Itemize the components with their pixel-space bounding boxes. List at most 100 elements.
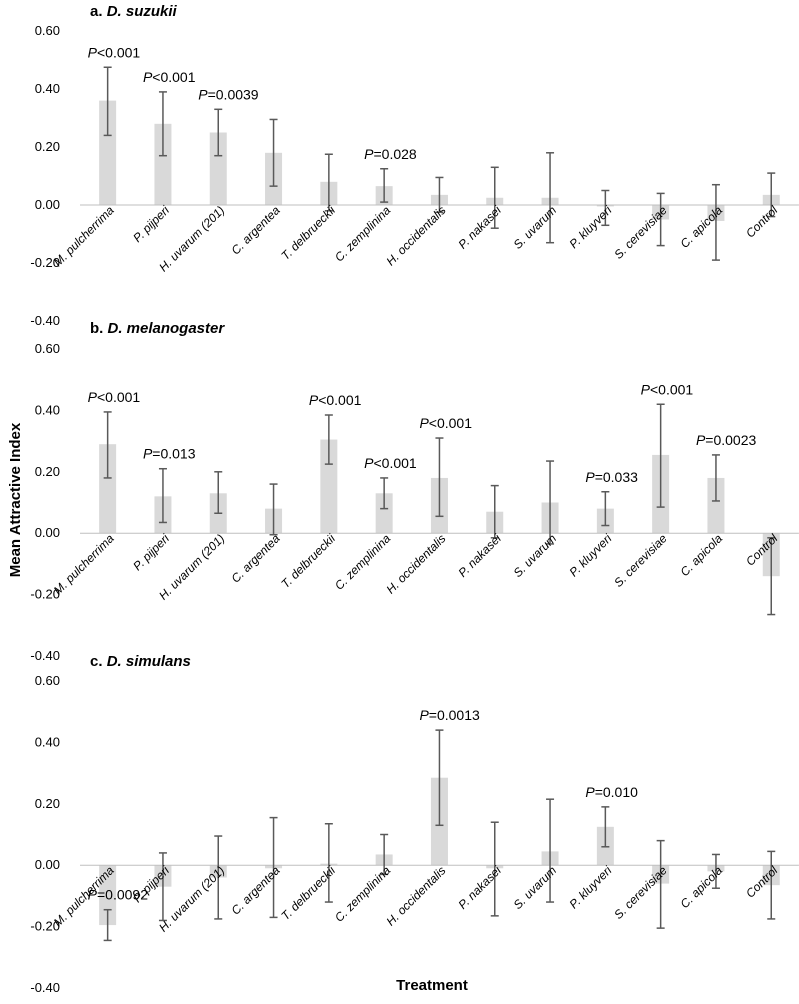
- bar-6: [375, 493, 393, 534]
- y-tick-label: -0.40: [30, 980, 60, 995]
- y-tick-label: -0.20: [30, 255, 60, 270]
- category-label: C. zemplinina: [332, 203, 394, 265]
- p-value-annotation: P<0.001: [641, 381, 694, 397]
- error-bar-7: [435, 176, 444, 213]
- error-bar-9: [546, 798, 555, 903]
- y-tick-label: 0.00: [35, 525, 60, 540]
- p-symbol: P: [198, 86, 208, 102]
- p-symbol: P: [88, 44, 98, 60]
- error-bar-4: [269, 483, 278, 536]
- p-value-annotation: P=0.0039: [198, 86, 259, 102]
- y-tick-label: 0.20: [35, 796, 60, 811]
- error-bar-2: [158, 91, 167, 157]
- category-label: C. zemplinina: [332, 863, 394, 925]
- category-label: P. kluyveri: [567, 531, 615, 579]
- error-bar-12: [711, 183, 720, 261]
- category-label: C. argentea: [228, 531, 282, 585]
- category-label: M. pulcherrima: [51, 531, 117, 597]
- error-bar-3: [214, 835, 223, 920]
- x-axis-title: Treatment: [396, 977, 468, 994]
- category-label: T. delbrueckii: [278, 203, 338, 263]
- p-value-annotation: P=0.013: [143, 446, 196, 462]
- bar-1: [99, 865, 117, 926]
- category-label: C. apicola: [677, 203, 725, 251]
- panel-b: b. D. melanogaster 0.60 0.40 0.20 0.00 -0.20 -…: [30, 320, 799, 663]
- y-tick-label: 0.00: [35, 197, 60, 212]
- y-tick-label: 0.60: [35, 23, 60, 38]
- category-label: P. kluyveri: [567, 863, 615, 911]
- category-label: C. argentea: [228, 863, 282, 917]
- p-symbol: P: [88, 389, 98, 405]
- y-tick-label: -0.40: [30, 648, 60, 663]
- panel-species: D. suzukii: [107, 3, 178, 20]
- error-bar-13: [767, 850, 776, 920]
- p-symbol: P: [419, 707, 429, 723]
- p-value: =0.0013: [429, 707, 480, 723]
- p-value: =0.0039: [208, 86, 259, 102]
- panel-a: a. D. suzukii 0.60 0.40 0.20 0.00 -0.20 -0.40 M…: [30, 3, 799, 328]
- p-value-annotation: P=0.0023: [696, 432, 757, 448]
- panel-letter: c.: [90, 653, 107, 670]
- p-symbol: P: [143, 69, 153, 85]
- p-value-annotation: P<0.001: [143, 69, 196, 85]
- p-symbol: P: [143, 446, 153, 462]
- panel-title: c. D. simulans: [90, 653, 191, 670]
- category-label: H. occidentalis: [383, 203, 448, 268]
- p-value: <0.001: [97, 389, 140, 405]
- p-symbol: P: [585, 469, 595, 485]
- error-bar-12: [711, 454, 720, 502]
- error-bar-1: [103, 908, 112, 942]
- y-tick-label: 0.60: [35, 673, 60, 688]
- p-value-annotation: P<0.001: [364, 455, 417, 471]
- p-value: =0.033: [595, 469, 638, 485]
- category-label: P. nakasei: [455, 203, 504, 252]
- p-value-annotation: P<0.001: [309, 392, 362, 408]
- error-bar-2: [158, 467, 167, 524]
- error-bar-12: [711, 853, 720, 889]
- error-bar-13: [767, 172, 776, 218]
- y-axis-title: Mean Attractive Index: [7, 422, 24, 577]
- category-label: C. apicola: [677, 863, 725, 911]
- p-symbol: P: [419, 415, 429, 431]
- error-bar-2: [158, 852, 167, 922]
- error-bar-4: [269, 816, 278, 919]
- p-value-annotation: P=0.010: [585, 784, 638, 800]
- p-symbol: P: [696, 432, 706, 448]
- category-label: H. occidentalis: [383, 863, 448, 928]
- bar-12: [707, 477, 725, 534]
- p-value-annotation: P<0.001: [419, 415, 472, 431]
- error-bar-6: [380, 168, 389, 203]
- y-tick-label: 0.40: [35, 734, 60, 749]
- p-value-annotation: P<0.001: [88, 44, 141, 60]
- y-tick-label: 0.60: [35, 341, 60, 356]
- p-value: =0.010: [595, 784, 638, 800]
- error-bar-5: [324, 823, 333, 903]
- p-value-annotation: P<0.001: [88, 389, 141, 405]
- p-symbol: P: [309, 392, 319, 408]
- p-value: =0.0023: [705, 432, 756, 448]
- p-value: <0.001: [152, 69, 195, 85]
- error-bar-11: [656, 403, 665, 508]
- p-value-annotation: P=0.033: [585, 469, 638, 485]
- p-value-annotation: P=0.0013: [419, 707, 480, 723]
- category-label: P. kluyveri: [567, 203, 615, 251]
- panel-letter: b.: [90, 320, 108, 337]
- error-bar-3: [214, 108, 223, 157]
- error-bar-5: [324, 153, 333, 212]
- p-symbol: P: [88, 887, 98, 903]
- p-value: <0.001: [97, 44, 140, 60]
- p-value: <0.001: [429, 415, 472, 431]
- y-tick-label: 0.40: [35, 402, 60, 417]
- p-symbol: P: [364, 455, 374, 471]
- category-label: P. nakasei: [455, 531, 504, 580]
- category-label: S. uvarum: [511, 203, 560, 252]
- error-bar-7: [435, 729, 444, 827]
- error-bar-13: [767, 537, 776, 616]
- error-bar-3: [214, 471, 223, 514]
- error-bar-10: [601, 189, 610, 227]
- p-value: =0.0092: [97, 887, 148, 903]
- error-bar-1: [103, 411, 112, 479]
- category-label: T. delbrueckii: [278, 531, 338, 591]
